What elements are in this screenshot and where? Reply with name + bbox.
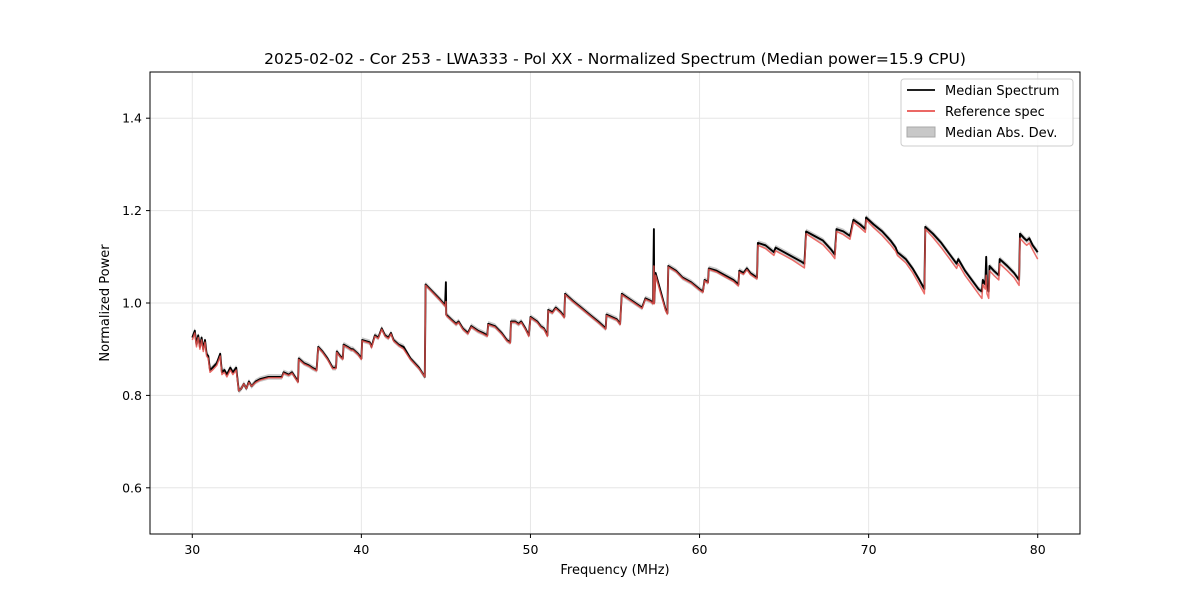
legend-label-median: Median Spectrum [945,84,1059,99]
x-axis-label: Frequency (MHz) [560,563,669,578]
legend: Median Spectrum Reference spec Median Ab… [900,78,1074,147]
median-abs-dev-band [192,214,1038,394]
y-tick-label: 1.2 [122,203,142,218]
y-tick-label: 1.4 [122,111,142,126]
y-tick-label: 1.0 [122,296,142,311]
ticks: 30 40 50 60 70 80 0.6 0.8 1.0 1.2 1.4 [122,111,1046,557]
y-tick-label: 0.8 [122,388,142,403]
x-tick-label: 40 [353,542,369,557]
y-tick-label: 0.6 [122,480,142,495]
legend-swatch-mad [906,126,936,138]
y-axis-label: Normalized Power [98,244,113,362]
x-tick-label: 80 [1030,542,1046,557]
legend-box [900,78,1074,147]
median-spectrum-line [191,216,1039,392]
x-tick-label: 70 [861,542,877,557]
mad-band-area [192,214,1038,394]
chart-title: 2025-02-02 - Cor 253 - LWA333 - Pol XX -… [264,50,966,68]
grid [150,72,1080,534]
x-tick-label: 50 [523,542,539,557]
legend-label-reference: Reference spec [945,105,1045,120]
legend-label-mad: Median Abs. Dev. [945,126,1057,141]
x-tick-label: 60 [692,542,708,557]
x-tick-label: 30 [184,542,200,557]
series-group [191,216,1039,392]
reference-spec-line [191,219,1039,392]
